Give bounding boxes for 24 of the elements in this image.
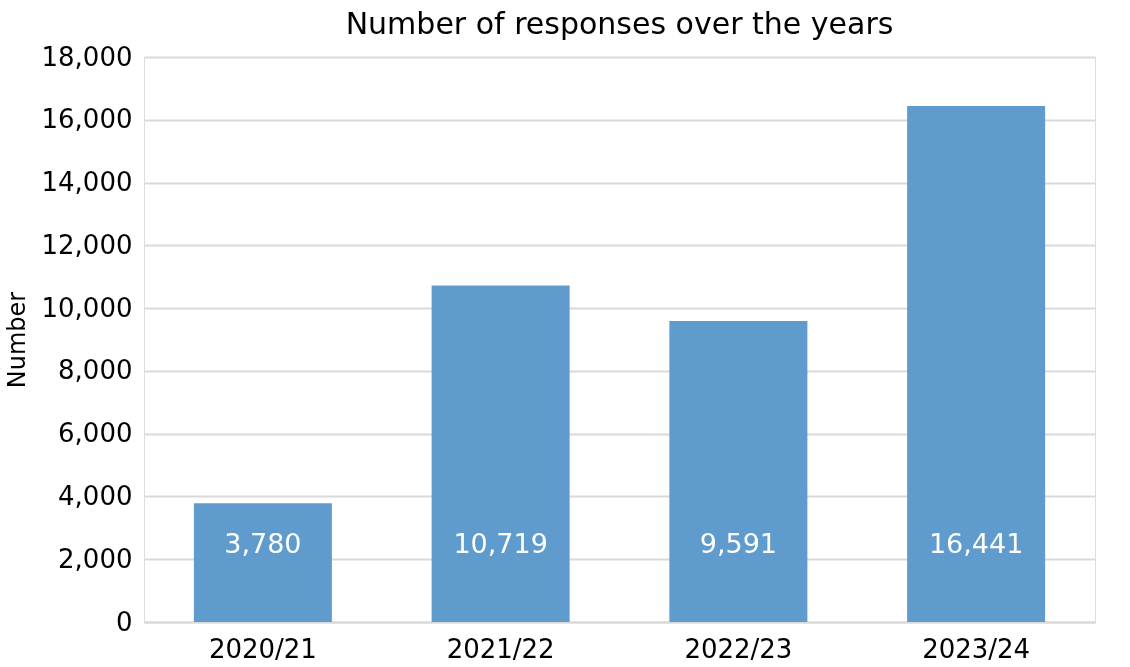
bar <box>669 320 808 622</box>
y-tick-label: 18,000 <box>41 41 133 72</box>
data-label: 10,719 <box>453 528 548 559</box>
y-tick-label: 4,000 <box>58 480 133 511</box>
y-tick-label: 16,000 <box>41 104 133 135</box>
x-tick-label: 2021/22 <box>446 633 555 664</box>
bar <box>431 285 570 622</box>
chart-title: Number of responses over the years <box>345 6 894 41</box>
bar <box>193 503 332 622</box>
y-tick-label: 2,000 <box>58 543 133 574</box>
data-label: 16,441 <box>928 528 1024 559</box>
x-tick-label: 2023/24 <box>922 633 1031 664</box>
bar <box>907 105 1046 622</box>
y-tick-label: 14,000 <box>41 167 133 198</box>
y-tick-label: 8,000 <box>58 355 133 386</box>
y-tick-label: 12,000 <box>41 229 133 260</box>
y-tick-label: 0 <box>115 606 133 637</box>
x-tick-label: 2022/23 <box>684 633 793 664</box>
x-tick-label: 2020/21 <box>208 633 317 664</box>
y-tick-label: 10,000 <box>41 292 133 323</box>
data-label: 9,591 <box>699 528 778 559</box>
y-axis-title: Number <box>2 291 31 389</box>
y-tick-label: 6,000 <box>58 418 133 449</box>
data-label: 3,780 <box>224 528 302 559</box>
